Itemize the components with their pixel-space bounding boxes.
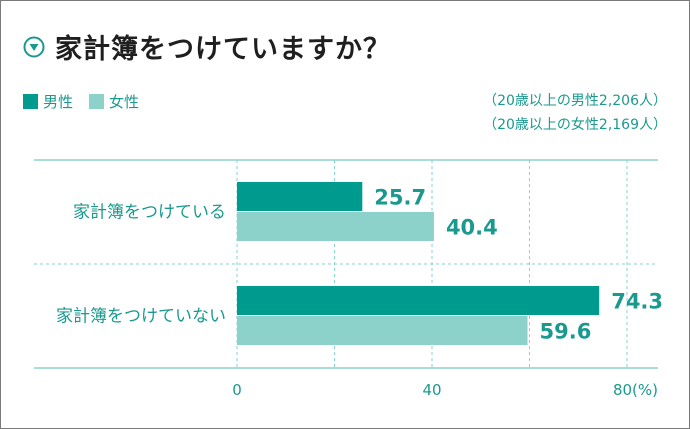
legend: 男性 女性 [23,91,155,112]
legend-label-male: 男性 [43,93,74,111]
x-tick-label: 80(%) [613,381,658,399]
chevron-down-circle-icon [23,36,45,57]
legend-swatch-male [23,94,38,109]
x-tick-label: 0 [232,381,242,399]
x-tick-label: 40 [422,381,441,399]
value-label-female: 40.4 [446,216,498,240]
category-label: 家計簿をつけている [73,203,226,223]
legend-label-female: 女性 [109,93,140,111]
bar-male [237,182,363,211]
value-label-male: 74.3 [611,290,663,314]
value-label-male: 25.7 [374,186,426,210]
bar-female [237,212,434,241]
legend-item-female: 女性 [89,91,139,112]
title-row: 家計簿をつけていますか？ [23,27,391,66]
note-female-sample: （20歳以上の女性2,169人） [483,117,667,133]
bar-male [237,286,600,315]
legend-item-male: 男性 [23,91,73,112]
value-label-female: 59.6 [540,320,592,344]
page-title: 家計簿をつけていますか？ [55,34,391,65]
note-male-sample: （20歳以上の男性2,206人） [483,93,667,109]
sample-notes: （20歳以上の男性2,206人） （20歳以上の女性2,169人） [483,89,667,137]
category-label: 家計簿をつけていない [56,307,226,327]
legend-swatch-female [89,94,105,109]
bar-female [237,316,528,345]
